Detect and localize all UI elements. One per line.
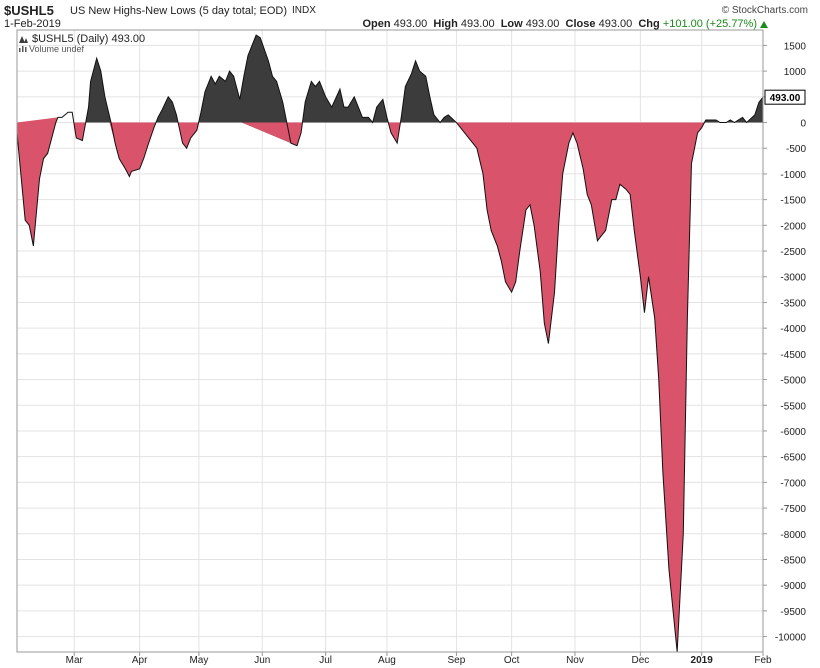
chg-label: Chg	[638, 18, 660, 30]
y-tick-label: -1000	[780, 170, 806, 181]
last-value-text: 493.00	[770, 93, 801, 104]
y-tick-label: -5000	[780, 376, 806, 387]
y-tick-label: -10000	[775, 633, 807, 644]
negative-area	[17, 117, 58, 246]
y-axis: 150010005000-500-1000-1500-2000-2500-300…	[763, 41, 807, 644]
plot-frame	[16, 29, 764, 653]
positive-area	[85, 58, 116, 144]
positive-area	[302, 81, 389, 123]
positive-area	[704, 97, 763, 123]
symbol-description: US New Highs-New Lows (5 day total; EOD)	[70, 5, 288, 17]
y-tick-label: -3500	[780, 298, 806, 309]
exchange-label: INDX	[292, 5, 316, 16]
negative-area	[241, 122, 303, 146]
x-tick-label: May	[189, 655, 208, 666]
last-value-tag: 493.00	[764, 89, 806, 105]
high-label: High	[433, 18, 458, 30]
area-fills	[17, 35, 763, 652]
y-tick-label: -2500	[780, 247, 806, 258]
x-tick-label: Mar	[66, 655, 84, 666]
open-value: 493.00	[393, 18, 428, 30]
positive-area	[198, 35, 291, 144]
x-tick-label: Sep	[448, 655, 466, 666]
x-tick-label: Jun	[254, 655, 270, 666]
legend: $USHL5 (Daily) 493.00 Volume undef	[19, 33, 145, 54]
chg-value: +101.00 (+25.77%)	[662, 18, 757, 30]
y-tick-label: -4500	[780, 350, 806, 361]
y-tick-label: -6500	[780, 453, 806, 464]
y-tick-label: -500	[786, 144, 806, 155]
up-arrow-icon	[760, 21, 768, 28]
negative-area	[456, 122, 705, 652]
y-tick-label: -1500	[780, 196, 806, 207]
series-icon	[19, 36, 28, 43]
y-tick-label: -3000	[780, 273, 806, 284]
y-tick-label: -8000	[780, 530, 806, 541]
series-line	[16, 34, 764, 653]
x-axis: Mar Apr May Jun Jul Aug Sep Oct Nov Dec 2019 Feb	[66, 652, 772, 666]
y-tick-label: 1000	[784, 67, 807, 78]
stockcharts-credit: © StockCharts.com	[721, 5, 808, 16]
x-tick-label: Feb	[754, 655, 772, 666]
x-tick-label: Oct	[504, 655, 520, 666]
legend-series-label: $USHL5 (Daily) 493.00	[32, 33, 145, 45]
legend-volume-label: Volume undef	[29, 44, 85, 54]
low-value: 493.00	[525, 18, 560, 30]
x-tick-label: 2019	[691, 655, 714, 666]
volume-icon	[19, 46, 27, 52]
negative-area	[178, 122, 199, 149]
ohlc-readout: Open 493.00 High 493.00 Low 493.00 Close…	[362, 18, 768, 30]
low-label: Low	[500, 18, 523, 30]
x-tick-label: Aug	[378, 655, 396, 666]
y-tick-label: -4000	[780, 324, 806, 335]
positive-area	[400, 60, 461, 128]
y-tick-label: -7000	[780, 478, 806, 489]
x-tick-label: Jul	[319, 655, 332, 666]
open-label: Open	[362, 18, 391, 30]
y-tick-label: -8500	[780, 555, 806, 566]
y-tick-label: 1500	[784, 41, 807, 52]
negative-area	[109, 122, 156, 177]
high-value: 493.00	[460, 18, 495, 30]
y-tick-label: -9000	[780, 581, 806, 592]
y-tick-label: -7500	[780, 504, 806, 515]
chart-date: 1-Feb-2019	[4, 18, 61, 30]
symbol-title: $USHL5	[4, 3, 54, 18]
close-label: Close	[565, 18, 596, 30]
y-tick-label: -9500	[780, 607, 806, 618]
close-value: 493.00	[598, 18, 633, 30]
y-tick-label: -5500	[780, 401, 806, 412]
negative-area	[388, 122, 401, 144]
y-tick-label: -6000	[780, 427, 806, 438]
y-tick-label: 0	[800, 119, 806, 130]
x-tick-label: Dec	[631, 655, 649, 666]
chart-header: $USHL5 US New Highs-New Lows (5 day tota…	[4, 3, 816, 19]
x-tick-label: Apr	[132, 655, 148, 666]
x-tick-label: Nov	[566, 655, 584, 666]
y-tick-label: -2000	[780, 221, 806, 232]
